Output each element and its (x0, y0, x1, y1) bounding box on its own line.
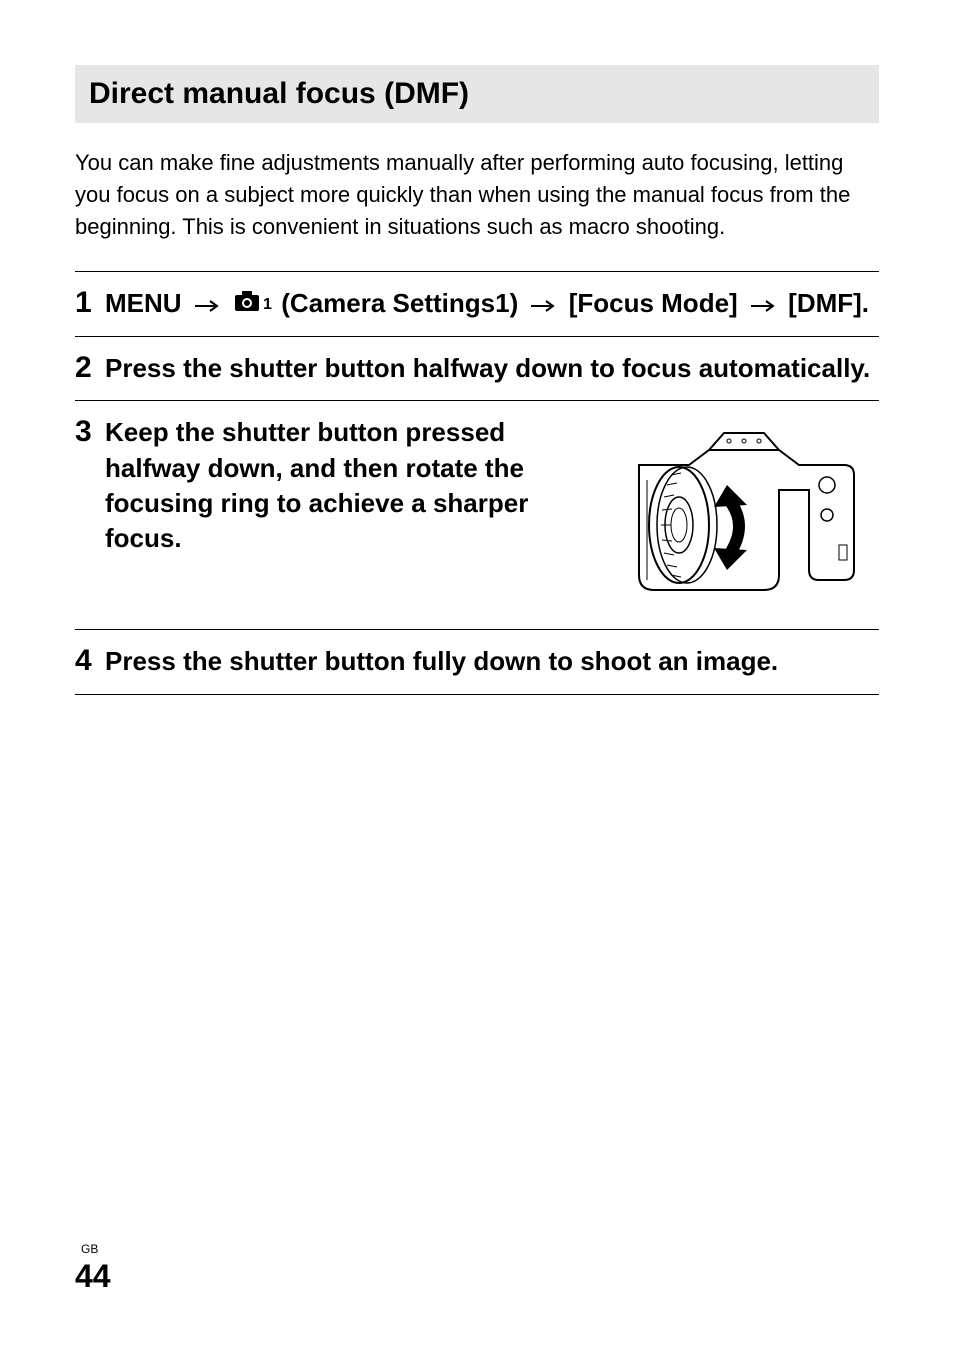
svg-text:1: 1 (263, 296, 272, 313)
step-4-text: Press the shutter button fully down to s… (105, 644, 879, 679)
page-footer: GB 44 (75, 1242, 111, 1295)
arrow-icon (193, 287, 221, 322)
focus-mode-label: [Focus Mode] (569, 288, 738, 318)
intro-paragraph: You can make fine adjustments manually a… (75, 147, 879, 243)
camera-illustration (579, 415, 879, 615)
step-2-number: 2 (75, 351, 95, 386)
arrow-icon (529, 287, 557, 322)
arrow-icon (749, 287, 777, 322)
page-number: 44 (75, 1258, 111, 1295)
step-3: 3 Keep the shutter button pressed halfwa… (75, 400, 879, 629)
step-3-text: Keep the shutter button pressed halfway … (105, 415, 549, 555)
step-4: 4 Press the shutter button fully down to… (75, 629, 879, 694)
step-3-number: 3 (75, 415, 95, 450)
step-1: 1 MENU 1 (Camera Settings1) (75, 271, 879, 337)
step-1-text: MENU 1 (Camera Settings1) (105, 286, 879, 323)
footer-region: GB (81, 1242, 111, 1256)
section-header: Direct manual focus (DMF) (75, 65, 879, 123)
camera-settings-icon: 1 (234, 287, 272, 322)
dmf-label: [DMF]. (788, 288, 869, 318)
step-2: 2 Press the shutter button halfway down … (75, 336, 879, 400)
section-title: Direct manual focus (DMF) (89, 77, 865, 111)
step-2-text: Press the shutter button halfway down to… (105, 351, 879, 386)
step-1-number: 1 (75, 286, 95, 321)
step-4-number: 4 (75, 644, 95, 679)
menu-label: MENU (105, 288, 182, 318)
camera-settings-label: (Camera Settings1) (281, 288, 518, 318)
